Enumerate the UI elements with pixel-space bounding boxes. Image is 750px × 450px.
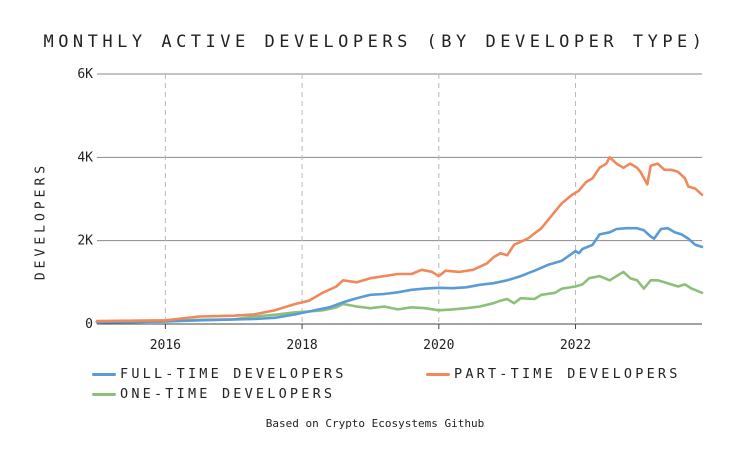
chart-title: MONTHLY ACTIVE DEVELOPERS (BY DEVELOPER … — [43, 32, 707, 52]
x-tick-label: 2020 — [423, 338, 454, 353]
axes: 0 2K 4K 6K 2016 2018 2020 2022 — [77, 67, 702, 353]
x-tick-label: 2016 — [150, 338, 181, 353]
y-tick-label: 2K — [77, 234, 93, 249]
series-line-full-time-developers — [95, 226, 704, 324]
series-line-part-time-developers — [95, 156, 704, 323]
x-tick-label: 2022 — [560, 338, 591, 353]
y-tick-label: 4K — [77, 150, 93, 165]
series-line-one-time-developers — [95, 270, 704, 324]
series-lines — [95, 156, 704, 324]
y-tick-label: 0 — [85, 317, 93, 332]
y-tick-label: 6K — [77, 67, 93, 82]
source-note: Based on Crypto Ecosystems Github — [265, 417, 485, 430]
grid — [97, 73, 702, 324]
x-tick-label: 2018 — [286, 338, 317, 353]
